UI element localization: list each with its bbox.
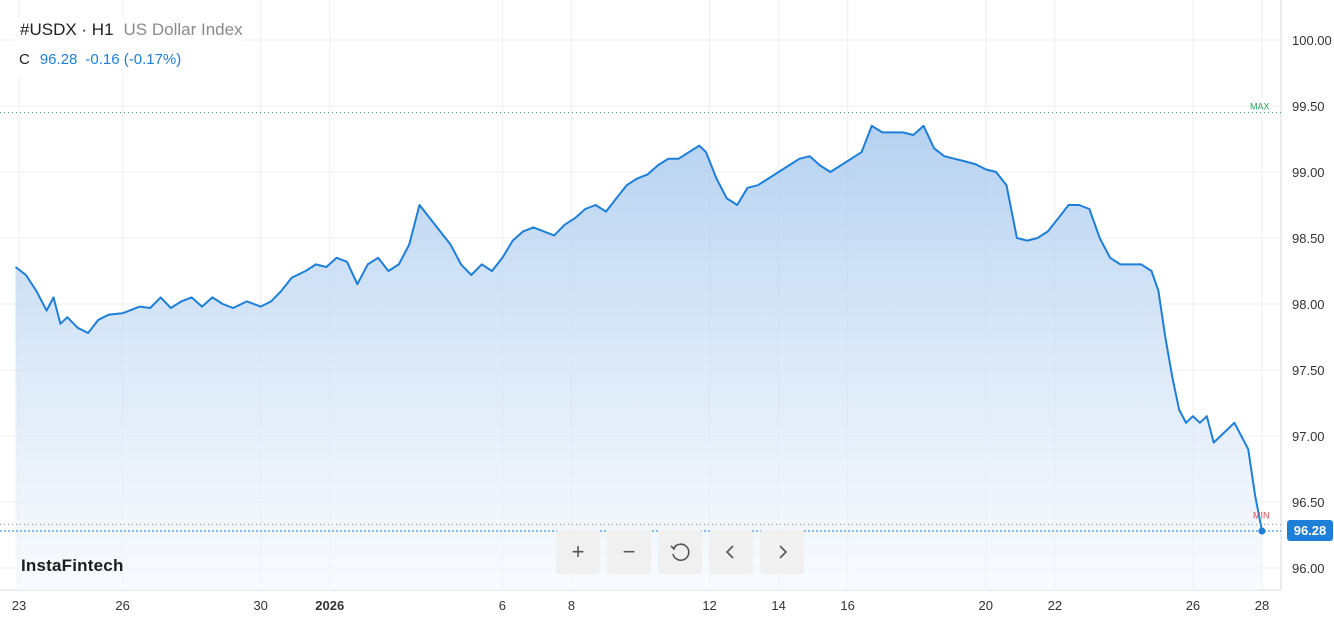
chevron-left-icon — [725, 545, 734, 559]
symbol-label: #USDX · H1 — [20, 20, 114, 39]
x-tick-label: 6 — [499, 598, 506, 613]
x-tick-label: 23 — [12, 598, 26, 613]
series-line — [14, 124, 1263, 532]
chevron-right-icon — [779, 545, 788, 559]
minus-icon: − — [622, 539, 636, 564]
max-label: MAX — [1250, 102, 1270, 112]
ohlc-readout: C 96.28 -0.16 (-0.17%) — [19, 51, 181, 68]
instrument-name: US Dollar Index — [123, 20, 243, 39]
x-tick-label: 8 — [568, 598, 575, 613]
symbol-title: #USDX · H1 US Dollar Index — [20, 20, 243, 40]
y-tick-label: 99.00 — [1292, 165, 1325, 180]
scroll-right-button[interactable] — [760, 530, 804, 574]
x-tick-label: 16 — [840, 598, 854, 613]
y-tick-label: 99.50 — [1292, 99, 1325, 114]
last-point-marker — [1258, 527, 1266, 535]
x-tick-label: 20 — [979, 598, 993, 613]
plus-icon: + — [571, 539, 585, 564]
change-value: -0.16 (-0.17%) — [85, 51, 182, 68]
last-price-tag: 96.28 — [1287, 520, 1333, 541]
scroll-left-button[interactable] — [709, 530, 753, 574]
y-tick-label: 97.50 — [1292, 363, 1325, 378]
chart-toolbar: + − — [556, 530, 804, 574]
x-tick-label: 30 — [253, 598, 267, 613]
x-tick-label: 22 — [1048, 598, 1062, 613]
x-tick-label: 14 — [771, 598, 785, 613]
y-tick-label: 96.00 — [1292, 561, 1325, 576]
chart-header: #USDX · H1 US Dollar Index C 96.28 -0.16 (-… — [14, 18, 243, 76]
close-label: C — [19, 51, 30, 68]
x-tick-label: 26 — [115, 598, 129, 613]
brand-logo: InstaFintech — [21, 556, 124, 575]
x-tick-label: 26 — [1186, 598, 1200, 613]
reset-icon — [670, 543, 690, 561]
zoom-out-button[interactable]: − — [607, 530, 651, 574]
x-tick-label: 2026 — [315, 598, 344, 613]
min-label: MIN — [1253, 510, 1270, 520]
y-tick-label: 98.50 — [1292, 231, 1325, 246]
series-area — [15, 125, 1262, 591]
y-tick-label: 97.00 — [1292, 429, 1325, 444]
close-value: 96.28 — [39, 51, 78, 68]
y-tick-label: 98.00 — [1292, 297, 1325, 312]
x-tick-label: 12 — [702, 598, 716, 613]
x-tick-label: 28 — [1255, 598, 1269, 613]
reset-button[interactable] — [658, 530, 702, 574]
y-tick-label: 100.00 — [1292, 33, 1332, 48]
y-tick-label: 96.50 — [1292, 495, 1325, 510]
zoom-in-button[interactable]: + — [556, 530, 600, 574]
